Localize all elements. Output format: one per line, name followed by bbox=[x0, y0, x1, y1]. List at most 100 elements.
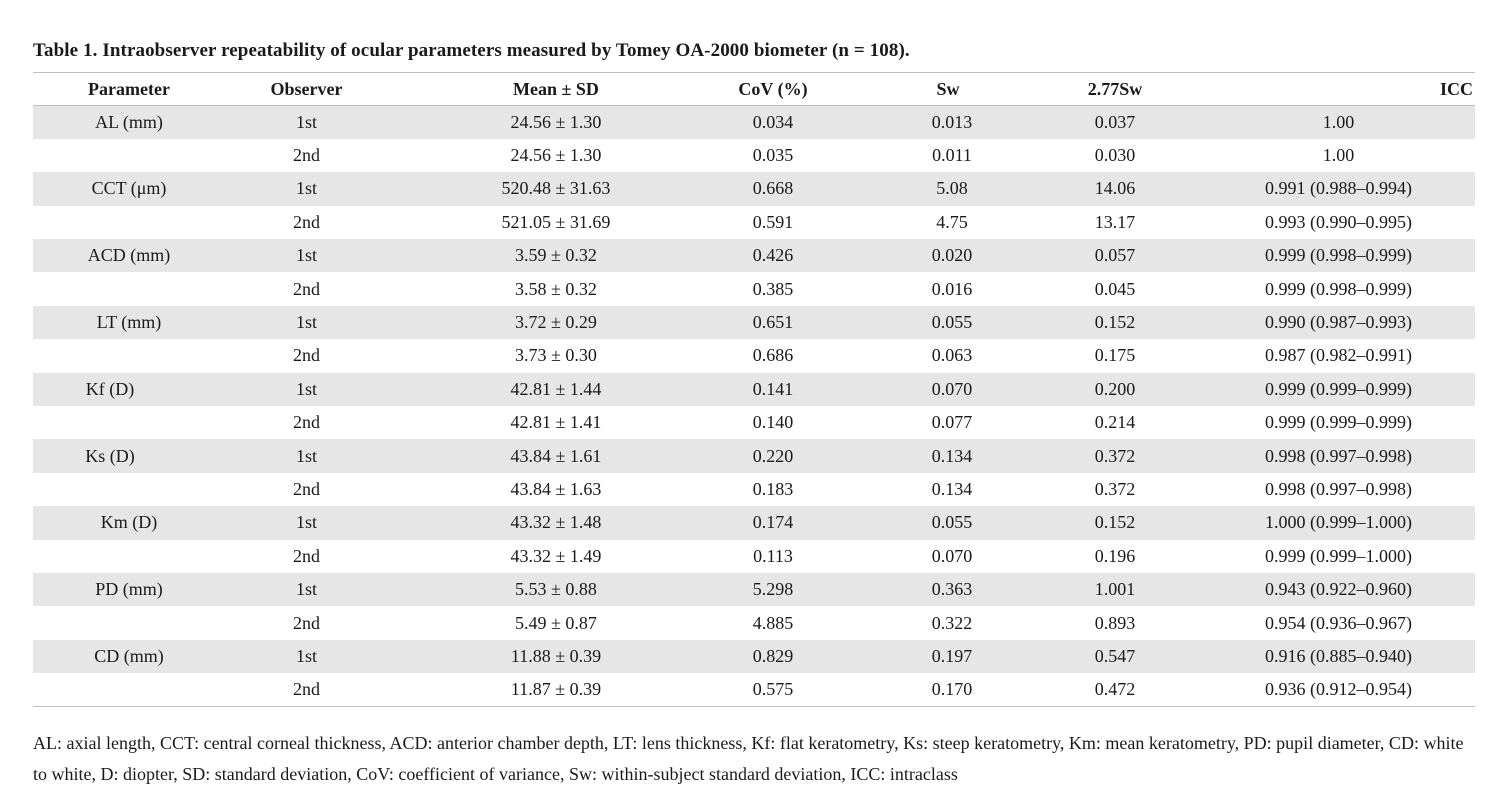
cell-mean-sd: 43.32 ± 1.49 bbox=[510, 545, 602, 566]
cell-sw: 0.063 bbox=[931, 345, 973, 366]
cell-mean-sd: 3.59 ± 0.32 bbox=[515, 245, 597, 266]
cell-sw: 0.170 bbox=[931, 679, 973, 700]
cell-cov: 0.174 bbox=[752, 512, 794, 533]
cell-sw: 0.197 bbox=[931, 645, 973, 666]
cell-sw: 0.055 bbox=[931, 512, 973, 533]
cell-mean-sd: 24.56 ± 1.30 bbox=[510, 145, 602, 166]
cell-icc: 0.990 (0.987–0.993) bbox=[1265, 312, 1412, 333]
cell-sw: 0.013 bbox=[931, 111, 973, 132]
cell-parameter: CD (mm) bbox=[94, 645, 164, 666]
table-footnote: AL: axial length, CCT: central corneal t… bbox=[33, 733, 1464, 784]
cell-parameter: Km (D) bbox=[100, 512, 158, 533]
cell-icc: 0.999 (0.999–0.999) bbox=[1265, 412, 1412, 433]
cell-mean-sd: 43.84 ± 1.61 bbox=[510, 445, 602, 466]
cell-observer: 1st bbox=[295, 245, 317, 266]
cell-parameter: PD (mm) bbox=[95, 579, 163, 600]
column-header-parameter: Parameter bbox=[88, 78, 170, 99]
header-row: Parameter Observer Mean ± SD CoV (%) Sw … bbox=[33, 72, 1475, 106]
table-row: 2nd 3.58 ± 0.32 0.385 0.016 0.045 0.999 … bbox=[33, 272, 1475, 305]
table-body: AL (mm) 1st 24.56 ± 1.30 0.034 0.013 0.0… bbox=[33, 105, 1475, 707]
cell-mean-sd: 3.73 ± 0.30 bbox=[515, 345, 597, 366]
cell-277sw: 13.17 bbox=[1094, 211, 1136, 232]
cell-observer: 2nd bbox=[293, 345, 320, 366]
cell-cov: 0.220 bbox=[752, 445, 794, 466]
table-header: Parameter Observer Mean ± SD CoV (%) Sw … bbox=[33, 72, 1475, 106]
cell-sw: 4.75 bbox=[936, 211, 968, 232]
table-caption: Table 1. Intraobserver repeatability of … bbox=[33, 40, 910, 61]
table-row: 2nd 11.87 ± 0.39 0.575 0.170 0.472 0.936… bbox=[33, 673, 1475, 707]
cell-observer: 1st bbox=[295, 111, 317, 132]
cell-mean-sd: 3.58 ± 0.32 bbox=[515, 278, 597, 299]
cell-icc: 0.998 (0.997–0.998) bbox=[1265, 445, 1412, 466]
cell-cov: 0.113 bbox=[753, 545, 793, 566]
cell-observer: 2nd bbox=[293, 412, 320, 433]
cell-277sw: 0.372 bbox=[1094, 445, 1136, 466]
cell-icc: 0.943 (0.922–0.960) bbox=[1265, 579, 1412, 600]
cell-277sw: 0.200 bbox=[1094, 378, 1136, 399]
cell-icc: 0.987 (0.982–0.991) bbox=[1265, 345, 1412, 366]
table-row: Km (D) 1st 43.32 ± 1.48 0.174 0.055 0.15… bbox=[33, 506, 1475, 540]
cell-observer: 2nd bbox=[293, 278, 320, 299]
cell-parameter bbox=[33, 339, 179, 372]
cell-parameter bbox=[33, 406, 179, 439]
cell-277sw: 0.030 bbox=[1094, 145, 1136, 166]
cell-observer: 2nd bbox=[293, 612, 320, 633]
cell-parameter bbox=[33, 540, 179, 573]
cell-277sw: 0.214 bbox=[1094, 412, 1136, 433]
cell-observer: 2nd bbox=[293, 545, 320, 566]
cell-cov: 0.183 bbox=[752, 478, 794, 499]
cell-mean-sd: 42.81 ± 1.41 bbox=[510, 412, 602, 433]
cell-icc: 0.998 (0.997–0.998) bbox=[1265, 478, 1412, 499]
cell-cov: 0.575 bbox=[752, 679, 794, 700]
cell-277sw: 0.152 bbox=[1094, 512, 1136, 533]
cell-mean-sd: 5.49 ± 0.87 bbox=[515, 612, 597, 633]
cell-sw: 0.020 bbox=[931, 245, 973, 266]
cell-mean-sd: 42.81 ± 1.44 bbox=[510, 378, 602, 399]
table-row: 2nd 521.05 ± 31.69 0.591 4.75 13.17 0.99… bbox=[33, 206, 1475, 239]
column-header-277sw: 2.77Sw bbox=[1087, 78, 1143, 99]
cell-observer: 1st bbox=[295, 645, 317, 666]
cell-parameter: LT (mm) bbox=[96, 312, 162, 333]
table-row: 2nd 24.56 ± 1.30 0.035 0.011 0.030 1.00 bbox=[33, 139, 1475, 172]
table-row: Ks (D) 1st 43.84 ± 1.61 0.220 0.134 0.37… bbox=[33, 439, 1475, 473]
cell-cov: 0.385 bbox=[752, 278, 794, 299]
cell-277sw: 0.472 bbox=[1094, 679, 1136, 700]
table-row: 2nd 43.84 ± 1.63 0.183 0.134 0.372 0.998… bbox=[33, 473, 1475, 506]
cell-cov: 0.686 bbox=[752, 345, 794, 366]
cell-mean-sd: 5.53 ± 0.88 bbox=[515, 579, 597, 600]
cell-parameter bbox=[33, 272, 179, 305]
cell-observer: 1st bbox=[295, 312, 317, 333]
table-container: Parameter Observer Mean ± SD CoV (%) Sw … bbox=[33, 72, 1475, 707]
column-header-icc: ICC bbox=[1439, 78, 1473, 99]
table-row: AL (mm) 1st 24.56 ± 1.30 0.034 0.013 0.0… bbox=[33, 105, 1475, 139]
table-row: Kf (D) 1st 42.81 ± 1.44 0.141 0.070 0.20… bbox=[33, 372, 1475, 407]
cell-277sw: 0.547 bbox=[1094, 645, 1136, 666]
table-row: 2nd 3.73 ± 0.30 0.686 0.063 0.175 0.987 … bbox=[33, 339, 1475, 372]
cell-sw: 0.077 bbox=[931, 412, 973, 433]
table-row: CCT (μm) 1st 520.48 ± 31.63 0.668 5.08 1… bbox=[33, 172, 1475, 206]
cell-parameter: ACD (mm) bbox=[87, 245, 171, 266]
cell-cov: 0.668 bbox=[752, 178, 794, 199]
cell-parameter bbox=[33, 206, 179, 239]
cell-cov: 5.298 bbox=[752, 579, 794, 600]
cell-icc: 0.991 (0.988–0.994) bbox=[1265, 178, 1412, 199]
cell-277sw: 1.001 bbox=[1094, 579, 1136, 600]
cell-sw: 0.134 bbox=[931, 445, 973, 466]
cell-mean-sd: 521.05 ± 31.69 bbox=[501, 211, 611, 232]
cell-277sw: 0.372 bbox=[1094, 478, 1136, 499]
cell-parameter bbox=[33, 473, 179, 506]
cell-mean-sd: 520.48 ± 31.63 bbox=[501, 178, 611, 199]
cell-observer: 2nd bbox=[293, 478, 320, 499]
table-row: LT (mm) 1st 3.72 ± 0.29 0.651 0.055 0.15… bbox=[33, 305, 1475, 340]
table-row: 2nd 5.49 ± 0.87 4.885 0.322 0.893 0.954 … bbox=[33, 606, 1475, 639]
cell-icc: 0.936 (0.912–0.954) bbox=[1265, 679, 1412, 700]
cell-icc: 0.999 (0.999–1.000) bbox=[1265, 545, 1412, 566]
cell-observer: 1st bbox=[295, 512, 317, 533]
cell-277sw: 14.06 bbox=[1094, 178, 1136, 199]
cell-mean-sd: 43.32 ± 1.48 bbox=[510, 512, 602, 533]
cell-observer: 2nd bbox=[293, 211, 320, 232]
column-header-sw: Sw bbox=[936, 78, 960, 99]
cell-cov: 0.141 bbox=[752, 378, 794, 399]
table-row: 2nd 43.32 ± 1.49 0.113 0.070 0.196 0.999… bbox=[33, 540, 1475, 573]
